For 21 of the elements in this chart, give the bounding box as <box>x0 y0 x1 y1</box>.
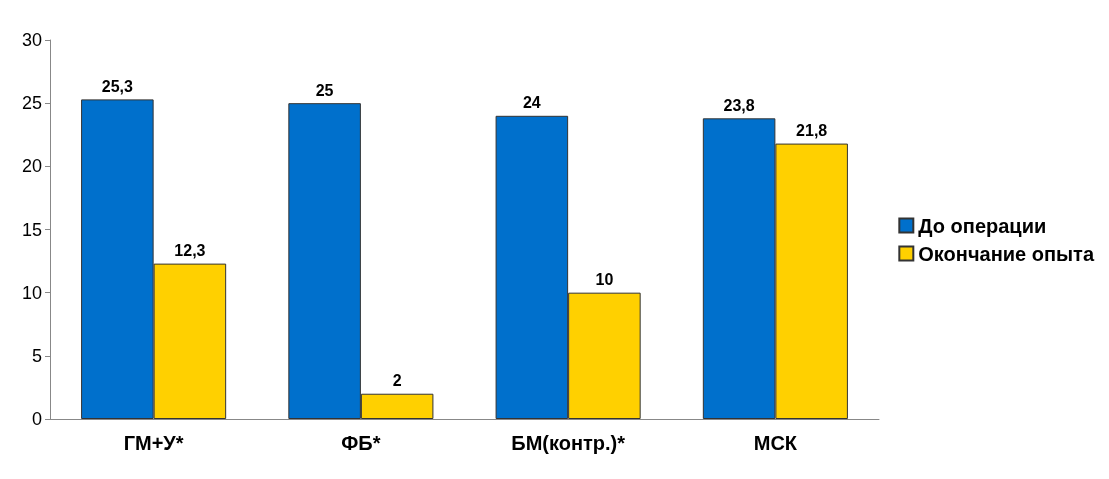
x-tick-label: ГМ+У* <box>123 432 184 454</box>
y-tick-label: 30 <box>21 30 42 50</box>
x-tick-label: БМ(контр.)* <box>511 432 626 454</box>
data-label: 23,8 <box>723 96 755 114</box>
x-tick-label: ФБ* <box>341 432 381 454</box>
data-label: 10 <box>595 271 614 289</box>
y-tick-label: 15 <box>21 219 42 240</box>
data-label: 12,3 <box>174 242 206 260</box>
data-label: 25 <box>315 81 334 99</box>
data-label: 25,3 <box>101 77 134 95</box>
y-tick-label: 5 <box>31 345 42 366</box>
y-tick-label: 0 <box>31 409 42 429</box>
data-label: 2 <box>392 372 402 390</box>
legend-label: Окончание опыта <box>918 242 1095 265</box>
data-label: 21,8 <box>796 122 828 140</box>
y-tick-label: 25 <box>21 93 42 114</box>
data-label: 24 <box>522 94 541 112</box>
legend-label: До операции <box>918 214 1047 237</box>
x-tick-label: МСК <box>753 432 798 454</box>
y-tick-label: 10 <box>21 282 42 303</box>
y-tick-label: 20 <box>21 156 42 177</box>
